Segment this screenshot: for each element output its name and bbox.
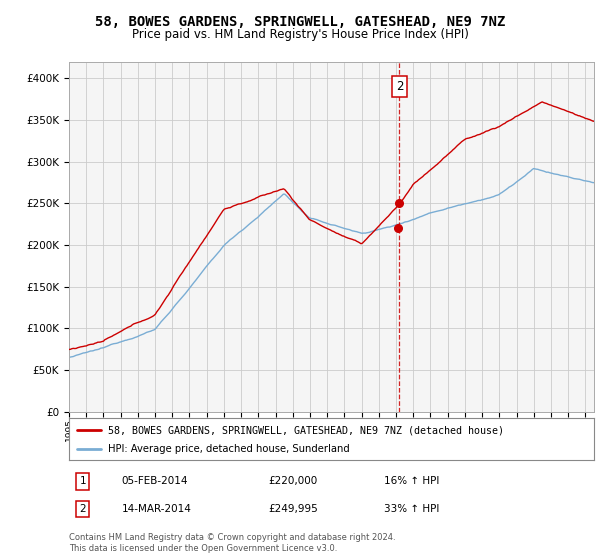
Text: 2: 2 bbox=[79, 504, 86, 514]
Text: 2: 2 bbox=[396, 80, 403, 93]
Text: Contains HM Land Registry data © Crown copyright and database right 2024.
This d: Contains HM Land Registry data © Crown c… bbox=[69, 533, 395, 553]
Text: 14-MAR-2014: 14-MAR-2014 bbox=[121, 504, 191, 514]
Text: HPI: Average price, detached house, Sunderland: HPI: Average price, detached house, Sund… bbox=[109, 445, 350, 454]
Text: 33% ↑ HPI: 33% ↑ HPI bbox=[384, 504, 439, 514]
Text: 05-FEB-2014: 05-FEB-2014 bbox=[121, 476, 188, 486]
Text: 58, BOWES GARDENS, SPRINGWELL, GATESHEAD, NE9 7NZ (detached house): 58, BOWES GARDENS, SPRINGWELL, GATESHEAD… bbox=[109, 425, 505, 435]
Text: Price paid vs. HM Land Registry's House Price Index (HPI): Price paid vs. HM Land Registry's House … bbox=[131, 28, 469, 41]
Text: 16% ↑ HPI: 16% ↑ HPI bbox=[384, 476, 439, 486]
Text: £249,995: £249,995 bbox=[269, 504, 318, 514]
Text: £220,000: £220,000 bbox=[269, 476, 318, 486]
Text: 1: 1 bbox=[79, 476, 86, 486]
Text: 58, BOWES GARDENS, SPRINGWELL, GATESHEAD, NE9 7NZ: 58, BOWES GARDENS, SPRINGWELL, GATESHEAD… bbox=[95, 15, 505, 29]
